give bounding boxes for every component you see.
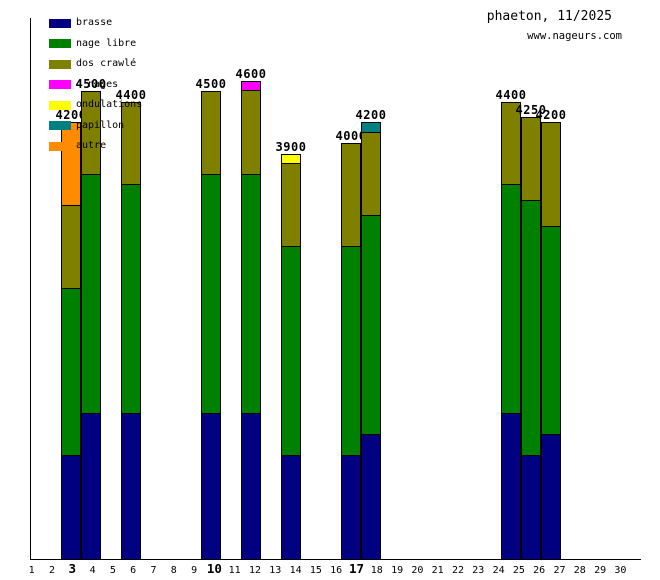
bar-value-label-day-12: 4600 [235,67,267,81]
bar-day27-segment-nage_libre [541,226,561,435]
bar-value-label-day-18: 4200 [355,108,387,122]
bar-day12-segment-brasse [241,413,261,560]
bar-day14-segment-nage_libre [281,246,301,456]
bar-day18-segment-nage_libre [361,215,381,435]
x-axis-day-20: 20 [411,565,424,576]
legend-swatch-nage_libre [49,39,71,48]
x-axis-day-28: 28 [573,565,586,576]
bar-day6-segment-brasse [121,413,141,560]
y-axis-line [30,18,31,560]
bar-day4-segment-nage_libre [81,174,101,414]
bar-day3-segment-nage_libre [61,288,81,456]
bar-day14-segment-dos_crawle [281,163,301,247]
x-axis-line [30,559,641,560]
bar-day17-segment-brasse [341,455,361,560]
bar-value-label-day-14: 3900 [275,140,307,154]
bar-value-label-day-3: 4200 [55,108,87,122]
bar-day10-segment-brasse [201,413,221,560]
x-axis-day-14: 14 [289,565,302,576]
x-axis-day-22: 22 [451,565,465,576]
x-axis-day-25: 25 [512,565,525,576]
bar-value-label-day-10: 4500 [195,77,227,91]
legend-item-brasse: brasse [49,18,112,28]
bar-day25-segment-nage_libre [501,184,521,414]
x-axis-day-6: 6 [130,565,137,576]
x-axis-day-16: 16 [330,565,343,576]
site-url: www.nageurs.com [527,30,622,42]
bar-day3-segment-autre [61,122,81,206]
x-axis-day-15: 15 [309,565,322,576]
bar-day17-segment-nage_libre [341,246,361,456]
x-axis-day-17: 17 [348,561,365,576]
legend-swatch-brasse [49,18,71,28]
bar-day18-segment-dos_crawle [361,132,381,216]
x-axis-day-9: 9 [191,565,198,576]
bar-day6-segment-dos_crawle [121,102,141,185]
x-axis-day-12: 12 [248,565,262,576]
legend-swatch-dos_crawle [49,59,71,69]
bar-day18-segment-papillon [361,122,381,133]
bar-day3-segment-dos_crawle [61,205,81,289]
bar-value-label-day-17: 4000 [335,129,367,143]
x-axis-day-2: 2 [48,565,56,576]
x-axis-day-26: 26 [533,565,546,576]
x-axis-day-8: 8 [170,565,177,576]
bar-day17-segment-dos_crawle [341,143,361,247]
bar-value-label-day-26: 4250 [515,103,547,117]
bar-day26-segment-brasse [521,455,541,560]
bar-day12-segment-nage_libre [241,174,261,414]
x-axis-day-4: 4 [89,565,96,576]
bar-day26-segment-nage_libre [521,200,541,456]
x-axis-day-7: 7 [150,565,157,576]
bar-day18-segment-brasse [361,434,381,560]
bar-day27-segment-brasse [541,434,561,560]
legend-label-brasse: brasse [76,17,113,28]
bar-day26-segment-dos_crawle [521,117,541,201]
x-axis-day-30: 30 [614,565,627,576]
bar-day12-segment-dos_crawle [241,90,261,175]
bar-day10-segment-nage_libre [201,174,221,414]
bar-day27-segment-dos_crawle [541,122,561,227]
bar-day14-segment-ondulations [281,154,301,164]
x-axis-day-13: 13 [269,565,282,576]
x-axis-day-3: 3 [68,561,77,576]
x-axis-day-21: 21 [431,565,444,576]
legend-label-dos_crawle: dos crawlé [76,58,137,69]
x-axis-day-29: 29 [594,565,607,576]
bar-day14-segment-brasse [281,455,301,560]
bar-value-label-day-4: 4500 [75,77,107,91]
x-axis-day-10: 10 [206,561,222,576]
x-axis-day-19: 19 [391,565,404,576]
bar-day6-segment-nage_libre [121,184,141,414]
bar-day4-segment-brasse [81,413,101,560]
legend-label-nage_libre: nage libre [76,37,137,49]
bar-value-label-day-6: 4400 [115,88,147,102]
bar-day25-segment-brasse [501,413,521,560]
x-axis-day-24: 24 [492,565,505,576]
x-axis-day-5: 5 [109,565,116,576]
legend-item-nage_libre: nage libre [49,37,137,49]
bar-day3-segment-brasse [61,455,81,560]
x-axis-day-23: 23 [472,565,485,576]
x-axis-day-1: 1 [28,565,35,576]
x-axis-day-27: 27 [553,565,566,576]
bar-day25-segment-dos_crawle [501,102,521,185]
bar-day12-segment-quatre_nages [241,81,261,91]
bar-day10-segment-dos_crawle [201,91,221,175]
bar-value-label-day-25: 4400 [495,88,527,102]
bar-day4-segment-dos_crawle [81,91,101,175]
page-title: phaeton, 11/2025 [486,9,612,24]
legend-item-dos_crawle: dos crawlé [49,59,136,69]
bar-value-label-day-27: 4200 [535,108,567,122]
x-axis-day-18: 18 [370,565,383,576]
x-axis-day-11: 11 [228,565,241,576]
